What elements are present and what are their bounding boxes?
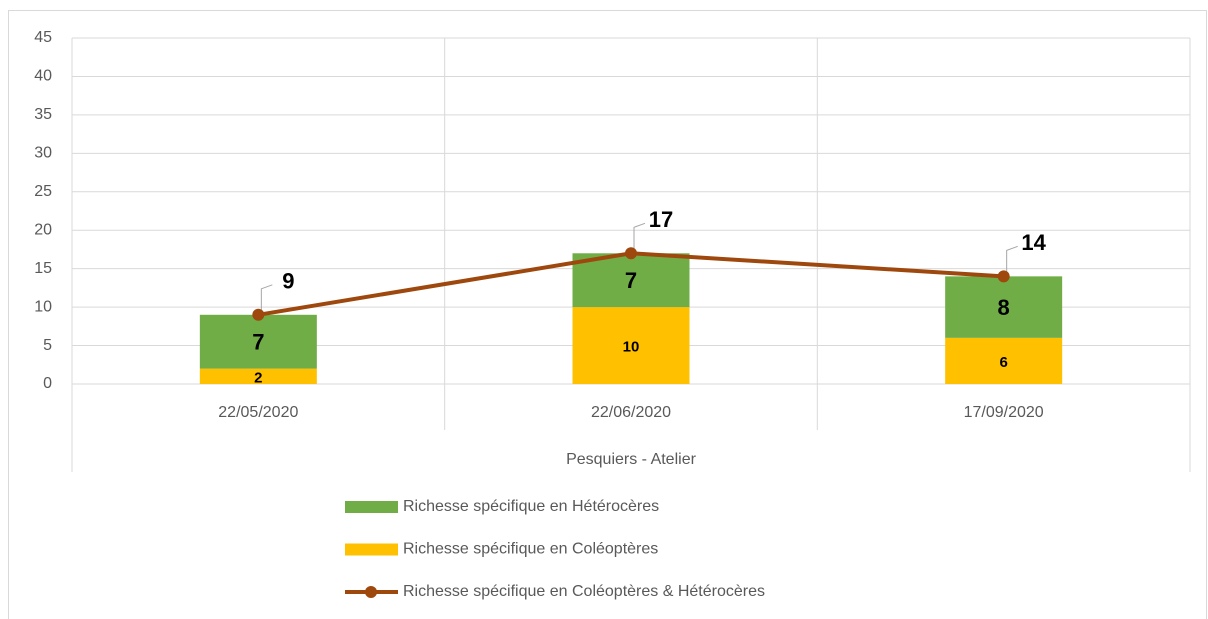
y-tick-label: 15 xyxy=(34,260,52,277)
bar-segment xyxy=(572,253,690,308)
y-tick-label: 5 xyxy=(43,337,52,354)
leader-line xyxy=(633,222,646,250)
leader-line xyxy=(1006,245,1018,273)
legend-label: Richesse spécifique en Coléoptères xyxy=(403,541,658,558)
data-label: 8 xyxy=(998,295,1010,320)
y-tick-label: 0 xyxy=(43,375,52,392)
x-tick-label: 22/05/2020 xyxy=(218,404,298,421)
y-tick-label: 40 xyxy=(34,68,52,85)
x-tick-label: 17/09/2020 xyxy=(964,404,1044,421)
bar-segment xyxy=(945,276,1063,338)
leader-line xyxy=(260,284,273,311)
bar-segment xyxy=(199,314,317,369)
data-label: 14 xyxy=(1021,230,1046,255)
data-label: 2 xyxy=(254,369,262,386)
chart-frame xyxy=(8,10,1207,619)
bar-segment xyxy=(945,337,1063,384)
legend-swatch xyxy=(345,543,398,556)
y-tick-label: 35 xyxy=(34,106,52,123)
line-marker xyxy=(997,270,1010,283)
legend-marker xyxy=(365,586,377,598)
line-marker xyxy=(625,247,637,260)
legend-swatch xyxy=(345,501,398,513)
legend-label: Richesse spécifique en Hétérocères xyxy=(403,498,659,515)
y-tick-label: 45 xyxy=(34,29,52,46)
data-label: 6 xyxy=(999,354,1007,371)
group-label: Pesquiers - Atelier xyxy=(566,451,697,468)
y-tick-label: 25 xyxy=(34,183,52,200)
data-label: 7 xyxy=(252,330,264,355)
bar-segment xyxy=(572,307,690,384)
y-tick-label: 10 xyxy=(34,298,52,315)
data-label: 17 xyxy=(649,207,673,232)
data-label: 7 xyxy=(625,268,637,293)
y-tick-label: 20 xyxy=(34,221,52,238)
data-label: 9 xyxy=(282,269,294,294)
y-tick-label: 30 xyxy=(34,145,52,162)
bar-segment xyxy=(199,368,317,384)
legend-label: Richesse spécifique en Coléoptères & Hét… xyxy=(403,583,765,600)
data-label: 10 xyxy=(623,339,640,356)
x-tick-label: 22/06/2020 xyxy=(591,404,671,421)
line-marker xyxy=(252,308,265,321)
